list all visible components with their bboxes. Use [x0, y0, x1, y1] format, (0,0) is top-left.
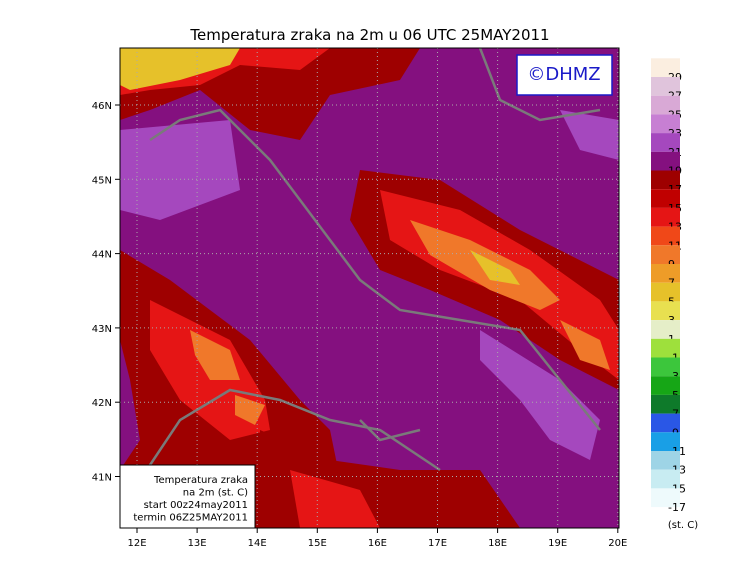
colorbar-swatch: [651, 189, 680, 208]
colorbar-swatch: [651, 133, 680, 152]
lon-label: 20E: [608, 538, 627, 549]
lon-label: 15E: [308, 538, 327, 549]
colorbar-swatch: [651, 357, 680, 377]
colorbar-label: -17: [668, 501, 686, 514]
colorbar-swatch: [651, 301, 680, 321]
map-title: Temperatura zraka na 2m u 06 UTC 25MAY20…: [189, 26, 549, 44]
colorbar-swatch: [651, 207, 680, 227]
info-text: Temperatura zraka na 2m (st. C)start 00z2…: [133, 475, 248, 524]
lat-label: 41N: [92, 473, 112, 484]
lat-label: 43N: [92, 324, 112, 335]
colorbar-swatch: [651, 451, 680, 470]
colorbar-swatch: [651, 58, 680, 77]
lat-label: 42N: [92, 398, 112, 409]
colorbar-swatch: [651, 114, 680, 134]
colorbar: 2927252321191715131197531-1-3-5-7-9-11-1…: [651, 58, 686, 514]
coastline: [138, 48, 601, 481]
field-cool: [120, 120, 240, 220]
colorbar-swatch: [651, 394, 680, 414]
lon-label: 17E: [428, 538, 447, 549]
colorbar-swatch: [651, 320, 680, 339]
colorbar-swatch: [651, 170, 680, 190]
temperature-field: [120, 48, 619, 528]
lon-label: 13E: [188, 538, 207, 549]
info-box: [119, 464, 256, 529]
info-line: na 2m (st. C): [183, 488, 248, 499]
field-warm: [120, 48, 240, 90]
plot-frame: [119, 47, 620, 529]
lon-label: 19E: [548, 538, 567, 549]
colorbar-swatch: [651, 413, 680, 433]
graticule: 12E 13E 14E 15E 16E 17E 18E 19E 20E 46N 45N 44N 43N 4…: [92, 48, 627, 549]
lon-label: 14E: [248, 538, 267, 549]
info-line: start 00z24may2011: [144, 500, 248, 511]
info-line: Temperatura zraka: [153, 475, 248, 486]
lon-label: 18E: [488, 538, 507, 549]
info-line: termin 06Z25MAY2011: [133, 513, 248, 524]
field-hot: [470, 250, 520, 285]
field-cool: [480, 110, 619, 460]
colorbar-swatch: [651, 469, 680, 489]
lat-label: 45N: [92, 175, 112, 186]
lon-label: 16E: [368, 538, 387, 549]
lat-label: 46N: [92, 101, 112, 112]
colorbar-swatch: [651, 95, 680, 115]
colorbar-unit: (st. C): [668, 520, 698, 531]
colorbar-swatch: [651, 245, 680, 264]
lat-label: 44N: [92, 250, 112, 261]
colorbar-swatch: [651, 488, 680, 508]
logo: ©DHMZ: [527, 64, 600, 85]
colorbar-swatch: [651, 151, 680, 171]
field-hot: [190, 330, 265, 425]
field-warm: [290, 470, 380, 528]
colorbar-swatch: [651, 432, 680, 451]
lon-label: 12E: [127, 538, 146, 549]
field-hot: [410, 220, 610, 370]
colorbar-swatch: [651, 338, 680, 358]
colorbar-swatch: [651, 376, 680, 395]
colorbar-swatch: [651, 226, 680, 246]
colorbar-swatch: [651, 282, 680, 302]
colorbar-swatch: [651, 264, 680, 283]
logo-box: [516, 54, 613, 96]
colorbar-swatch: [651, 77, 680, 96]
